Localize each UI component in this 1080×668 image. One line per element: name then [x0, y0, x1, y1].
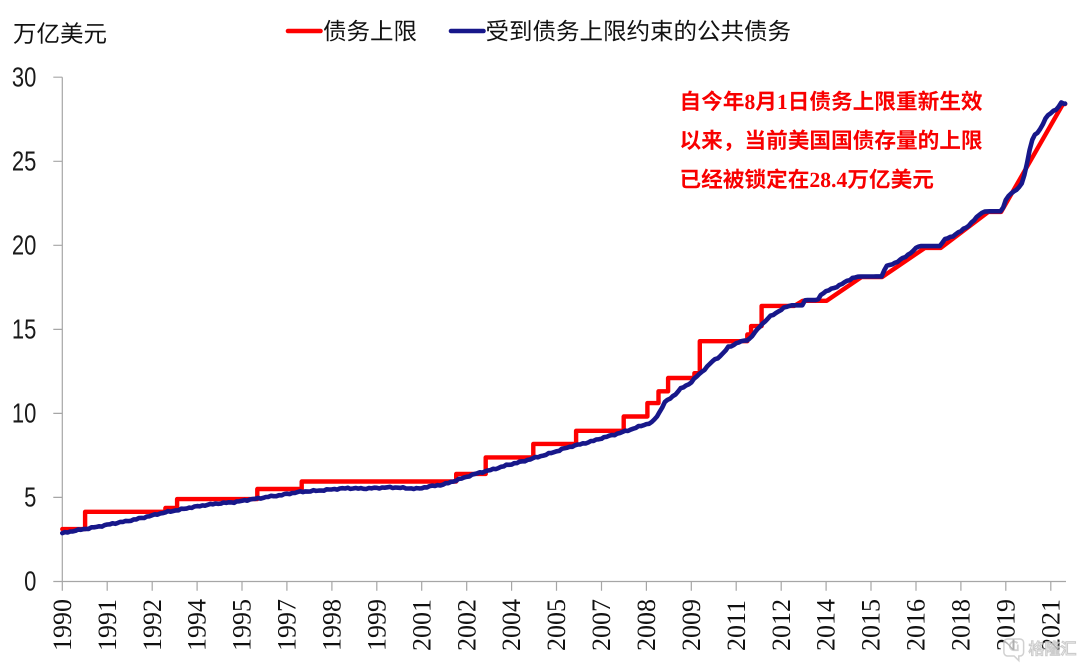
svg-text:2007: 2007	[587, 599, 616, 651]
svg-text:2008: 2008	[632, 599, 661, 651]
svg-text:2002: 2002	[452, 599, 481, 651]
svg-text:1991: 1991	[93, 599, 122, 651]
svg-text:0: 0	[24, 566, 36, 597]
svg-text:2015: 2015	[857, 599, 886, 651]
svg-text:10: 10	[12, 398, 36, 429]
svg-text:1992: 1992	[138, 599, 167, 651]
svg-text:20: 20	[12, 230, 36, 261]
svg-text:30: 30	[12, 62, 36, 93]
svg-text:1994: 1994	[183, 599, 212, 651]
svg-text:2014: 2014	[812, 599, 841, 651]
svg-text:2004: 2004	[497, 599, 526, 651]
svg-text:2016: 2016	[902, 599, 931, 651]
svg-text:2009: 2009	[677, 599, 706, 651]
svg-text:2011: 2011	[722, 600, 751, 651]
svg-text:5: 5	[24, 482, 36, 513]
svg-text:25: 25	[12, 146, 36, 177]
svg-text:2001: 2001	[407, 599, 436, 651]
svg-text:2018: 2018	[947, 599, 976, 651]
svg-text:1990: 1990	[48, 599, 77, 651]
svg-text:2012: 2012	[767, 599, 796, 651]
svg-text:1998: 1998	[318, 599, 347, 651]
svg-text:1997: 1997	[273, 599, 302, 651]
svg-text:2005: 2005	[542, 599, 571, 651]
svg-text:1999: 1999	[362, 599, 391, 651]
svg-text:1995: 1995	[228, 599, 257, 651]
svg-text:15: 15	[12, 314, 36, 345]
